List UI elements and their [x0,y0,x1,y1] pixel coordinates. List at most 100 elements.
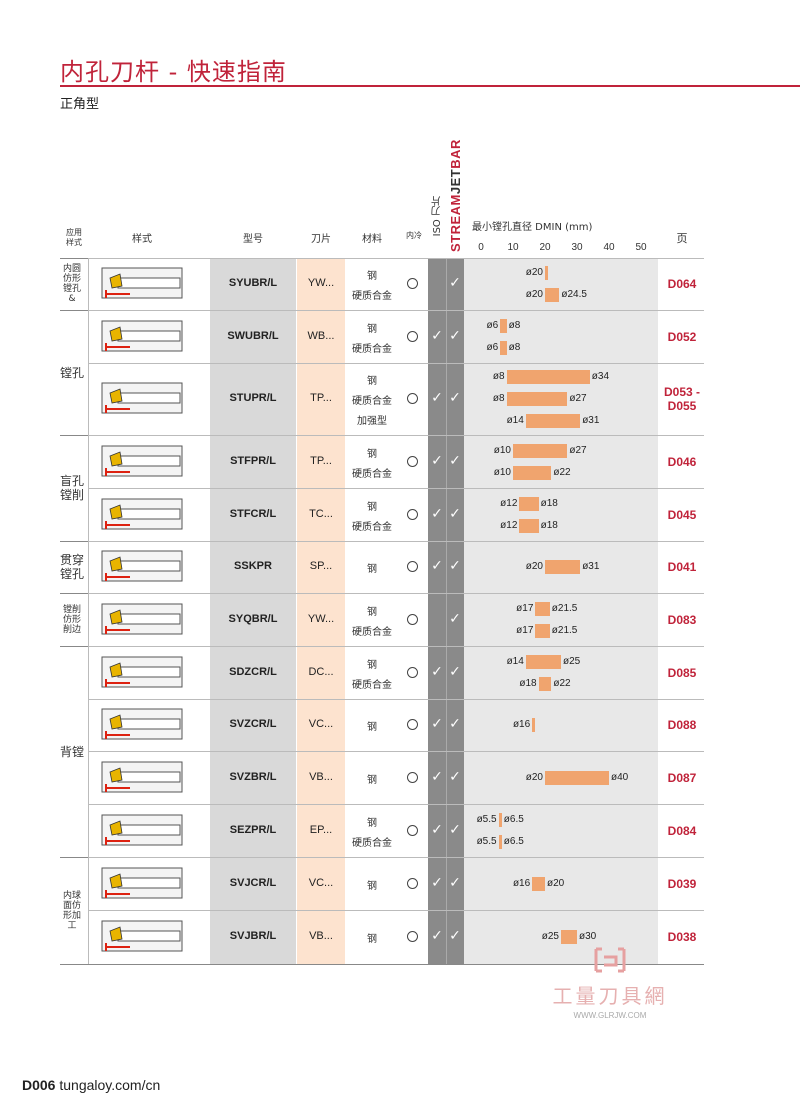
dmin-min-label: ø20 [525,771,543,783]
page-reference-link[interactable]: D045 [667,507,697,522]
dmin-min-label: ø6 [486,341,499,353]
iso-check-icon: ✓ [431,390,443,406]
group-divider [60,435,88,436]
dmin-max-label: ø27 [569,393,587,404]
table-row [88,435,704,488]
page-reference-link[interactable]: D064 [667,277,697,291]
insert-code: VB... [309,770,333,783]
page-reference-link[interactable]: D046 [667,454,697,469]
dmin-min-label: ø20 [525,267,543,278]
insert-code: YW... [307,277,335,289]
page-reference-link[interactable]: D041 [667,560,697,574]
group-label: 背镗 [60,744,85,759]
page-reference-link[interactable]: D038 [667,930,697,944]
group-label: 内圆仿形镗孔& [62,264,81,304]
insert-code: YW... [307,612,335,625]
model-code[interactable]: SYQBR/L [228,612,278,625]
insert-code: TP... [310,392,332,404]
stream-check-icon: ✓ [449,610,461,627]
axis-tick: 40 [603,242,615,253]
group-vertical-rule [88,593,89,646]
material-label: 钢 [367,501,377,513]
dmin-bar [519,518,539,533]
model-code[interactable]: SYUBR/L [228,277,278,289]
model-code[interactable]: SEZPR/L [229,823,277,836]
tool-illustration [100,653,184,693]
table-row [88,804,704,857]
model-column-bg [210,258,296,964]
dmin-min-label: ø18 [519,677,537,689]
model-code[interactable]: SVZCR/L [229,718,277,730]
dmin-bar [545,288,560,302]
dmin-max-label: ø6.5 [503,813,524,825]
insert-column-bg [297,258,345,964]
dmin-min-label: ø10 [493,444,511,456]
tool-illustration [100,864,184,904]
col-header-page: 页 [676,232,688,245]
dmin-bar [545,770,609,785]
table-row [88,363,704,435]
model-code[interactable]: SDZCR/L [229,665,277,678]
title-rule [60,85,800,87]
col-header-insert: 刀片 [311,234,331,245]
material-label: 钢 [367,774,377,786]
model-code[interactable]: SSKPR [234,560,272,572]
dmin-max-label: ø22 [553,677,571,689]
page-reference-link[interactable]: D083 [667,612,697,627]
page-reference-link[interactable]: D039 [667,876,697,891]
dmin-max-label: ø40 [611,771,629,783]
model-code[interactable]: STFPR/L [230,454,276,467]
table-row [88,857,704,910]
page-code: D006 [22,1077,56,1093]
page-reference-link[interactable]: D052 [667,329,697,344]
dmin-max-label: ø21.5 [551,624,578,636]
model-code[interactable]: STFCR/L [229,507,277,520]
watermark: 工量刀具網 WWW.GLRJW.COM [540,945,680,1020]
dmin-min-label: ø16 [512,877,531,889]
axis-tick: 30 [571,242,583,253]
model-code[interactable]: SVJCR/L [229,876,277,889]
iso-check-icon: ✓ [431,874,443,891]
iso-check-icon: ✓ [431,452,443,469]
tool-illustration [100,379,184,419]
insert-code: VC... [308,718,334,730]
page-reference-link[interactable]: D053 - D055 [663,385,701,413]
footer-url[interactable]: tungaloy.com/cn [59,1077,161,1093]
page-subtitle: 正角型 [60,97,100,112]
dmin-min-label: ø20 [525,561,543,572]
dmin-bar [525,414,581,428]
model-code[interactable]: SWUBR/L [227,329,279,342]
coolant-indicator-icon [407,561,418,572]
page-reference-link[interactable]: D087 [667,770,697,785]
iso-check-icon: ✓ [431,558,443,574]
dmin-bar [538,676,552,691]
tool-illustration [100,705,184,745]
dmin-min-label: ø17 [516,602,534,614]
col-header-style: 样式 [132,234,152,245]
dmin-bar [545,560,581,574]
dmin-bar [525,654,561,669]
model-code[interactable]: SVJBR/L [229,930,277,942]
iso-check-icon: ✓ [431,327,443,344]
watermark-logo-icon [594,947,626,973]
page-reference-link[interactable]: D084 [667,823,697,838]
group-vertical-rule [88,310,89,435]
model-code[interactable]: SVZBR/L [229,770,277,783]
svg-text:STREAMJETBAR: STREAMJETBAR [448,139,463,252]
stream-check-icon: ✓ [449,928,461,944]
material-label: 钢 [367,448,377,460]
tool-illustration [100,600,184,640]
stream-check-icon: ✓ [449,821,461,838]
group-divider [60,646,88,647]
material-label: 钢 [367,880,377,892]
col-header-iso: ISO 刀片 [432,196,443,237]
model-code[interactable]: STUPR/L [229,392,277,404]
stream-column-bg [446,258,465,964]
coolant-indicator-icon [407,877,418,889]
material-label: 硬质合金 [352,291,392,302]
col-header-dmin: 最小镗孔直径 DMIN (mm) [472,222,593,233]
page-reference-link[interactable]: D085 [667,665,697,680]
page-reference-link[interactable]: D088 [667,718,697,732]
watermark-url: WWW.GLRJW.COM [573,1011,647,1020]
col-header-material: 材料 [362,234,382,245]
